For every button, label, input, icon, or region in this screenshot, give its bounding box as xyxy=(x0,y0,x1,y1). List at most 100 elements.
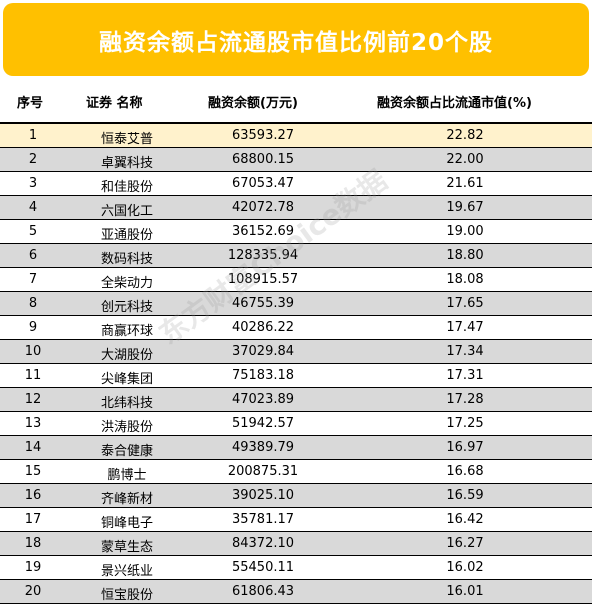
row-balance: 55450.11 xyxy=(231,560,295,575)
page-title: 融资余额占流通股市值比例前20个股 xyxy=(98,29,493,56)
row-name: 恒宝股份 xyxy=(100,588,153,603)
table-row: 7 全柴动力 108915.57 18.08 xyxy=(0,268,592,292)
row-ratio: 22.82 xyxy=(446,128,484,143)
row-index: 18 xyxy=(24,536,42,551)
row-name: 泰合健康 xyxy=(100,444,153,459)
row-ratio: 16.68 xyxy=(446,464,484,479)
row-index: 9 xyxy=(28,320,38,335)
table-body: 1 恒泰艾普 63593.27 22.82 2 卓翼科技 68800.15 22.00 3 和佳股… xyxy=(0,124,592,604)
row-index: 6 xyxy=(28,248,38,263)
row-name: 亚通股份 xyxy=(100,228,153,243)
row-ratio: 17.28 xyxy=(446,392,484,407)
row-index: 3 xyxy=(28,176,38,191)
table-row: 17 铜峰电子 35781.17 16.42 xyxy=(0,508,592,532)
table-row: 4 六国化工 42072.78 19.67 xyxy=(0,196,592,220)
table-row: 9 商赢环球 40286.22 17.47 xyxy=(0,316,592,340)
row-index: 16 xyxy=(24,488,42,503)
table-row: 10 大湖股份 37029.84 17.34 xyxy=(0,340,592,364)
row-index: 4 xyxy=(28,200,38,215)
row-balance: 51942.57 xyxy=(231,416,295,431)
row-index: 13 xyxy=(24,416,42,431)
row-balance: 39025.10 xyxy=(231,488,295,503)
row-index: 12 xyxy=(24,392,42,407)
table-row: 13 洪涛股份 51942.57 17.25 xyxy=(0,412,592,436)
row-index: 11 xyxy=(24,368,42,383)
row-balance: 46755.39 xyxy=(231,296,295,311)
row-index: 8 xyxy=(28,296,38,311)
row-ratio: 19.67 xyxy=(446,200,484,215)
row-balance: 37029.84 xyxy=(231,344,295,359)
row-index: 1 xyxy=(28,128,38,143)
header-idx: 序号 xyxy=(17,96,44,111)
title-banner: 融资余额占流通股市值比例前20个股 xyxy=(3,3,589,76)
row-balance: 49389.79 xyxy=(231,440,295,455)
row-name: 卓翼科技 xyxy=(100,156,153,171)
row-name: 和佳股份 xyxy=(100,180,153,195)
row-balance: 200875.31 xyxy=(227,464,299,479)
row-name: 六国化工 xyxy=(100,204,153,219)
row-balance: 47023.89 xyxy=(231,392,295,407)
row-balance: 84372.10 xyxy=(231,536,295,551)
row-ratio: 16.42 xyxy=(446,512,484,527)
row-ratio: 18.80 xyxy=(446,248,484,263)
header-name: 证券 名称 xyxy=(86,96,143,111)
row-ratio: 19.00 xyxy=(446,224,484,239)
table-row: 6 数码科技 128335.94 18.80 xyxy=(0,244,592,268)
row-name: 铜峰电子 xyxy=(100,516,153,531)
row-index: 14 xyxy=(24,440,42,455)
row-ratio: 17.47 xyxy=(446,320,484,335)
row-balance: 128335.94 xyxy=(227,248,299,263)
row-name: 恒泰艾普 xyxy=(100,132,153,147)
header-balance: 融资余额(万元) xyxy=(208,96,298,111)
row-name: 全柴动力 xyxy=(100,276,153,291)
row-balance: 108915.57 xyxy=(227,272,299,287)
table-row: 15 鹏博士 200875.31 16.68 xyxy=(0,460,592,484)
table-row: 12 北纬科技 47023.89 17.28 xyxy=(0,388,592,412)
table-row: 1 恒泰艾普 63593.27 22.82 xyxy=(0,124,592,148)
row-ratio: 21.61 xyxy=(446,176,484,191)
row-name: 大湖股份 xyxy=(100,348,153,363)
row-index: 2 xyxy=(28,152,38,167)
table-row: 8 创元科技 46755.39 17.65 xyxy=(0,292,592,316)
row-ratio: 17.25 xyxy=(446,416,484,431)
row-index: 10 xyxy=(24,344,42,359)
row-ratio: 16.59 xyxy=(446,488,484,503)
row-name: 齐峰新材 xyxy=(100,492,153,507)
row-index: 15 xyxy=(24,464,42,479)
row-balance: 35781.17 xyxy=(231,512,295,527)
table-row: 2 卓翼科技 68800.15 22.00 xyxy=(0,148,592,172)
header-divider xyxy=(0,122,592,124)
row-index: 20 xyxy=(24,584,42,599)
row-ratio: 16.27 xyxy=(446,536,484,551)
row-balance: 36152.69 xyxy=(231,224,295,239)
row-balance: 61806.43 xyxy=(231,584,295,599)
table-row: 19 景兴纸业 55450.11 16.02 xyxy=(0,556,592,580)
row-ratio: 16.02 xyxy=(446,560,484,575)
row-balance: 75183.18 xyxy=(231,368,295,383)
table-row: 16 齐峰新材 39025.10 16.59 xyxy=(0,484,592,508)
table-row: 14 泰合健康 49389.79 16.97 xyxy=(0,436,592,460)
row-balance: 63593.27 xyxy=(231,128,295,143)
row-balance: 67053.47 xyxy=(231,176,295,191)
row-ratio: 17.34 xyxy=(446,344,484,359)
row-balance: 40286.22 xyxy=(231,320,295,335)
row-ratio: 17.31 xyxy=(446,368,484,383)
row-name: 数码科技 xyxy=(100,252,153,267)
row-ratio: 16.97 xyxy=(446,440,484,455)
header-ratio: 融资余额占比流通市值(%) xyxy=(377,96,532,111)
table-row: 3 和佳股份 67053.47 21.61 xyxy=(0,172,592,196)
row-balance: 42072.78 xyxy=(231,200,295,215)
table-row: 20 恒宝股份 61806.43 16.01 xyxy=(0,580,592,604)
row-name: 尖峰集团 xyxy=(100,372,153,387)
table-header: 序号 证券 名称 融资余额(万元) 融资余额占比流通市值(%) xyxy=(0,86,592,114)
table-row: 18 蒙草生态 84372.10 16.27 xyxy=(0,532,592,556)
row-name: 商赢环球 xyxy=(100,324,153,339)
row-balance: 68800.15 xyxy=(231,152,295,167)
row-ratio: 18.08 xyxy=(446,272,484,287)
row-index: 17 xyxy=(24,512,42,527)
row-name: 北纬科技 xyxy=(100,396,153,411)
row-name: 鹏博士 xyxy=(107,468,147,483)
row-ratio: 16.01 xyxy=(446,584,484,599)
row-index: 19 xyxy=(24,560,42,575)
row-name: 创元科技 xyxy=(100,300,153,315)
